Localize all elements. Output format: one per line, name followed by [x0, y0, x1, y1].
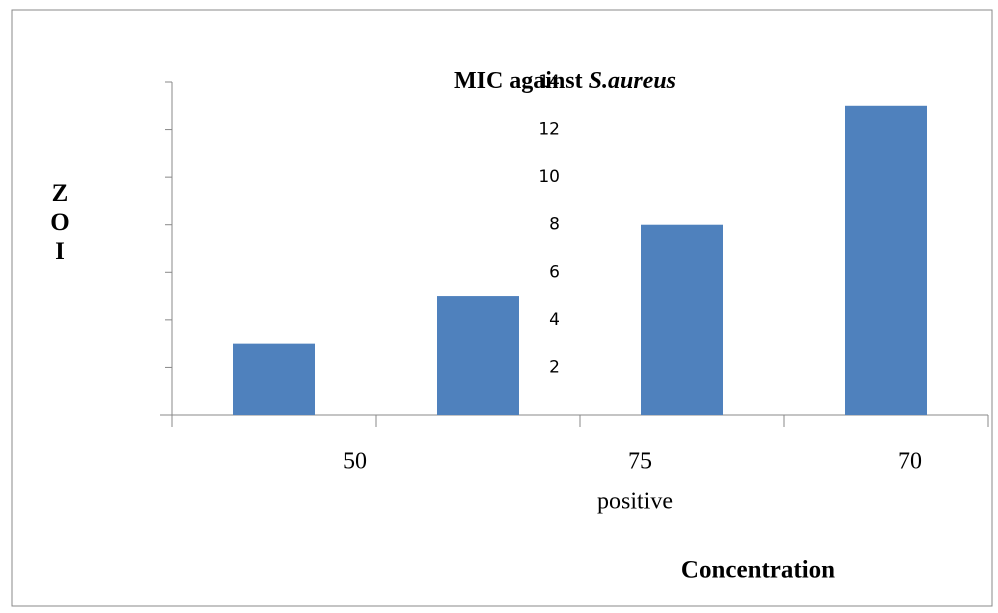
- bar: [845, 105, 927, 416]
- x-tick-label: 70: [898, 449, 922, 475]
- x-tick-label: 50: [343, 449, 367, 475]
- title-organism: S.aureus: [589, 68, 676, 94]
- chart-title: MIC against S.aureus: [454, 68, 676, 94]
- x-axis-label: Concentration: [681, 557, 835, 584]
- bar: [233, 343, 315, 415]
- bar: [641, 224, 723, 415]
- y-tick-label: 6: [549, 262, 560, 282]
- y-axis-label: ZOI: [47, 180, 74, 267]
- x-tick-label: positive: [597, 489, 673, 515]
- y-tick-label: 4: [549, 310, 560, 330]
- y-tick-label: 10: [538, 167, 560, 187]
- y-tick-label: 2: [549, 357, 560, 377]
- y-tick-label: 8: [549, 215, 560, 235]
- x-tick-label: 75: [628, 449, 652, 475]
- title-text: MIC against: [454, 68, 589, 94]
- y-tick-label: 12: [538, 120, 560, 140]
- bar: [437, 296, 519, 415]
- y-tick-label: 14: [538, 72, 560, 92]
